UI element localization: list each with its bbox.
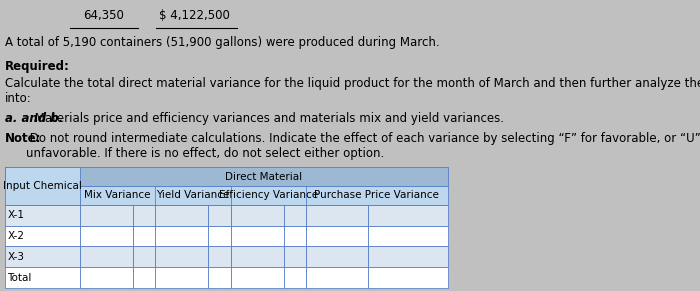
Bar bbox=[133, 205, 155, 226]
Text: Yield Variance: Yield Variance bbox=[156, 190, 230, 200]
Bar bbox=[368, 226, 448, 246]
Bar bbox=[284, 205, 306, 226]
Bar bbox=[306, 226, 368, 246]
Bar bbox=[209, 246, 230, 267]
Bar bbox=[230, 267, 284, 288]
Bar bbox=[80, 267, 133, 288]
Text: X-2: X-2 bbox=[7, 231, 24, 241]
Bar bbox=[209, 267, 230, 288]
Text: Note:: Note: bbox=[4, 132, 41, 146]
Text: X-3: X-3 bbox=[7, 252, 24, 262]
Bar bbox=[230, 226, 284, 246]
Text: A total of 5,190 containers (51,900 gallons) were produced during March.: A total of 5,190 containers (51,900 gall… bbox=[4, 36, 439, 49]
Bar bbox=[230, 246, 284, 267]
Text: Total: Total bbox=[7, 273, 31, 283]
Text: Do not round intermediate calculations. Indicate the effect of each variance by : Do not round intermediate calculations. … bbox=[26, 132, 700, 160]
Bar bbox=[155, 226, 209, 246]
Bar bbox=[209, 205, 230, 226]
Text: a. and b.: a. and b. bbox=[4, 112, 62, 125]
Bar bbox=[284, 267, 306, 288]
Bar bbox=[155, 267, 209, 288]
Text: Materials price and efficiency variances and materials mix and yield variances.: Materials price and efficiency variances… bbox=[31, 112, 504, 125]
Bar bbox=[133, 267, 155, 288]
Bar bbox=[133, 246, 155, 267]
Bar bbox=[80, 186, 448, 205]
Text: Efficiency Variance: Efficiency Variance bbox=[218, 190, 318, 200]
Text: Calculate the total direct material variance for the liquid product for the mont: Calculate the total direct material vari… bbox=[4, 77, 700, 105]
Bar bbox=[306, 205, 368, 226]
Bar bbox=[4, 167, 448, 186]
Bar bbox=[133, 226, 155, 246]
Text: Required:: Required: bbox=[4, 60, 69, 73]
Bar bbox=[4, 267, 80, 288]
Bar bbox=[4, 246, 80, 267]
Bar bbox=[4, 205, 80, 226]
Bar bbox=[284, 226, 306, 246]
Text: Direct Material: Direct Material bbox=[225, 172, 302, 182]
Bar bbox=[368, 267, 448, 288]
Bar bbox=[4, 167, 80, 205]
Text: $ 4,122,500: $ 4,122,500 bbox=[159, 9, 230, 22]
Bar bbox=[80, 226, 133, 246]
Bar bbox=[284, 246, 306, 267]
Text: Mix Variance: Mix Variance bbox=[84, 190, 150, 200]
Text: Purchase Price Variance: Purchase Price Variance bbox=[314, 190, 439, 200]
Text: X-1: X-1 bbox=[7, 210, 24, 220]
Bar bbox=[306, 267, 368, 288]
Text: 64,350: 64,350 bbox=[83, 9, 125, 22]
Bar bbox=[368, 205, 448, 226]
Bar bbox=[368, 246, 448, 267]
Bar bbox=[155, 205, 209, 226]
Bar bbox=[306, 246, 368, 267]
Bar bbox=[155, 246, 209, 267]
Bar bbox=[80, 205, 133, 226]
Bar bbox=[4, 226, 80, 246]
Text: Input Chemical: Input Chemical bbox=[3, 181, 82, 191]
Bar bbox=[230, 205, 284, 226]
Bar bbox=[209, 226, 230, 246]
Bar bbox=[80, 246, 133, 267]
